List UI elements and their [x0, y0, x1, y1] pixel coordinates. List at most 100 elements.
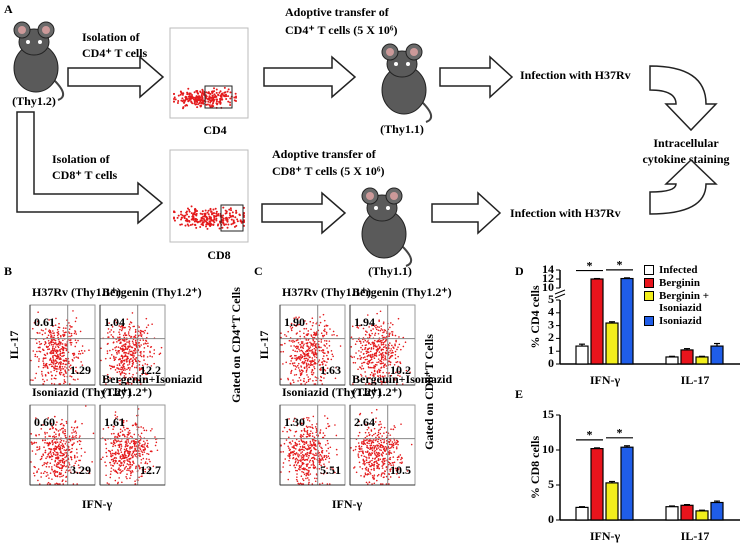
- dot: [287, 377, 289, 380]
- dot: [298, 443, 301, 445]
- dot: [300, 452, 302, 454]
- dot: [321, 447, 323, 450]
- dot: [122, 421, 125, 424]
- dot: [371, 434, 374, 437]
- axis-break: [554, 289, 566, 295]
- dot: [303, 336, 306, 338]
- dot: [223, 86, 226, 89]
- dot: [378, 452, 381, 455]
- dot: [52, 442, 54, 444]
- dot: [300, 465, 303, 467]
- dot: [41, 455, 43, 458]
- dot: [115, 346, 118, 348]
- arrow: [16, 111, 164, 225]
- dot: [298, 448, 301, 450]
- dot: [132, 359, 134, 362]
- dot: [354, 448, 357, 451]
- dot: [367, 426, 370, 429]
- dot: [369, 460, 371, 462]
- dot: [64, 434, 67, 437]
- dot: [177, 94, 180, 97]
- dot: [123, 461, 126, 464]
- dot: [124, 354, 127, 356]
- panel-label: C: [254, 264, 263, 278]
- dot: [391, 333, 394, 335]
- dot: [124, 344, 127, 346]
- dot: [295, 347, 298, 350]
- dot: [288, 452, 291, 455]
- dot: [46, 442, 48, 444]
- quadrant-value: 12.2: [140, 363, 161, 377]
- dot: [369, 354, 372, 356]
- dot: [132, 351, 134, 354]
- dot: [43, 323, 46, 325]
- dot: [126, 427, 128, 430]
- dot: [374, 439, 377, 441]
- dot: [57, 346, 60, 349]
- dot: [42, 364, 45, 366]
- dot: [374, 383, 377, 385]
- dot: [215, 217, 218, 220]
- dot: [37, 311, 39, 314]
- dot: [282, 363, 284, 365]
- dot: [308, 481, 310, 484]
- dot: [70, 339, 72, 341]
- dot: [51, 466, 53, 468]
- dot: [368, 423, 371, 425]
- dot: [282, 430, 284, 433]
- dot: [100, 458, 103, 460]
- dot: [373, 433, 375, 436]
- dot: [109, 357, 112, 360]
- dot: [49, 331, 52, 333]
- dot: [173, 98, 175, 101]
- dot: [392, 456, 395, 458]
- bar: [710, 345, 724, 365]
- dot: [362, 357, 365, 359]
- dot: [330, 358, 333, 361]
- dot: [111, 442, 113, 445]
- dot: [313, 458, 316, 460]
- dot: [74, 331, 77, 333]
- dot: [296, 473, 298, 475]
- dot: [394, 334, 397, 337]
- dot: [74, 320, 77, 323]
- dot: [119, 449, 122, 451]
- dot: [352, 449, 355, 452]
- dot: [53, 377, 56, 380]
- dot: [388, 452, 390, 454]
- dot: [149, 346, 152, 348]
- dot: [49, 456, 52, 458]
- dot: [36, 350, 38, 353]
- step-label: Adoptive transfer of: [272, 147, 377, 161]
- dot: [366, 355, 369, 358]
- dot: [326, 467, 328, 470]
- dot: [207, 100, 210, 103]
- dot: [373, 354, 376, 357]
- dot: [123, 375, 126, 377]
- dot: [383, 432, 385, 434]
- dot: [30, 433, 33, 435]
- dot: [360, 474, 362, 477]
- dot: [115, 351, 118, 354]
- dot: [76, 452, 78, 454]
- dot: [53, 464, 56, 466]
- dot: [40, 472, 43, 474]
- dot: [145, 373, 147, 376]
- dot: [221, 98, 224, 101]
- dot: [303, 441, 306, 444]
- dot: [137, 330, 140, 333]
- dot: [328, 340, 331, 342]
- dot: [374, 449, 376, 452]
- dot: [352, 383, 354, 385]
- dot: [366, 428, 369, 431]
- dot: [392, 464, 395, 466]
- dot: [311, 423, 313, 426]
- dot: [305, 477, 307, 480]
- dot: [78, 472, 81, 474]
- dot: [138, 439, 141, 442]
- dot: [52, 363, 55, 365]
- dot: [305, 362, 308, 365]
- dot: [350, 447, 352, 449]
- quadrant-value: 1.90: [284, 315, 305, 329]
